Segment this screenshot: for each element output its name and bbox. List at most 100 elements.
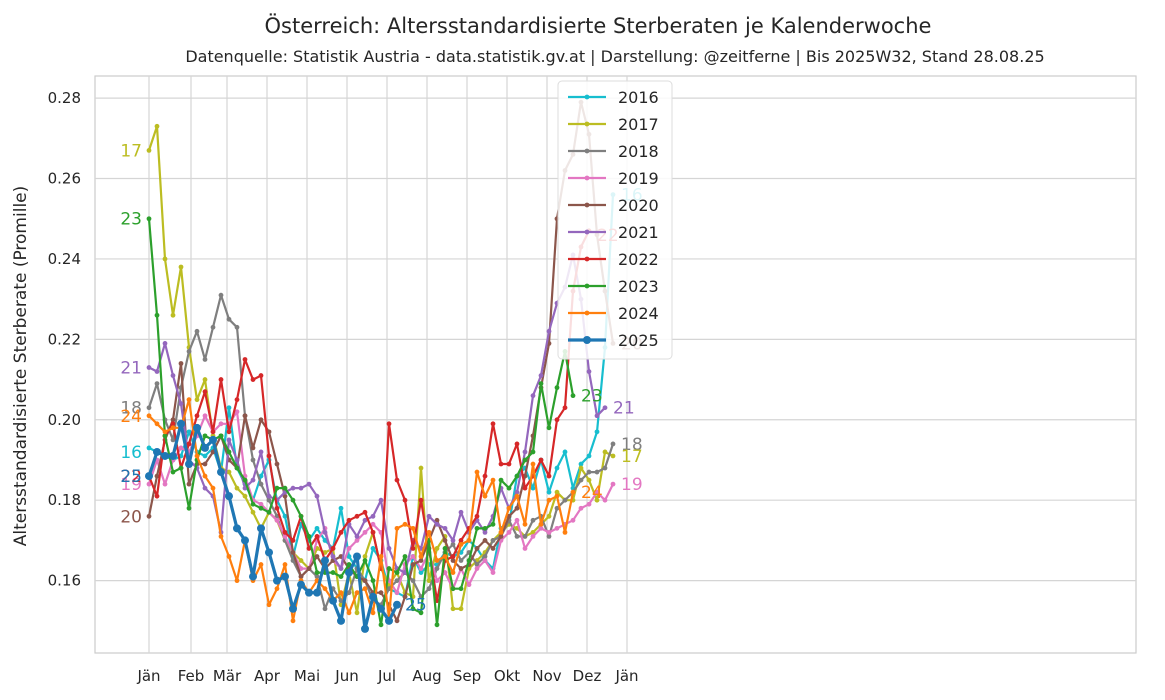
data-point xyxy=(281,573,289,581)
start-label-2025: 25 xyxy=(120,467,142,487)
data-point xyxy=(459,606,464,611)
data-point xyxy=(235,578,240,583)
data-point xyxy=(209,436,217,444)
x-tick-label: Mai xyxy=(294,667,320,685)
data-point xyxy=(219,377,224,382)
data-point xyxy=(163,341,168,346)
data-point xyxy=(259,373,264,378)
data-point xyxy=(555,417,560,422)
data-point xyxy=(395,526,400,531)
legend-label: 2021 xyxy=(618,223,659,242)
data-point xyxy=(283,562,288,567)
data-point xyxy=(379,554,384,559)
data-point xyxy=(411,546,416,551)
data-point xyxy=(195,413,200,418)
data-point xyxy=(571,518,576,523)
data-point xyxy=(155,421,160,426)
data-point xyxy=(307,534,312,539)
legend-marker xyxy=(585,95,590,100)
data-point xyxy=(531,486,536,491)
data-point xyxy=(435,558,440,563)
data-point xyxy=(291,550,296,555)
x-tick-label: Dez xyxy=(573,667,602,685)
data-point xyxy=(451,606,456,611)
data-point xyxy=(331,546,336,551)
end-label-19: 19 xyxy=(621,475,643,495)
legend-label: 2020 xyxy=(618,196,659,215)
data-point xyxy=(419,566,424,571)
data-point xyxy=(203,474,208,479)
legend-marker xyxy=(585,284,590,289)
data-point xyxy=(379,590,384,595)
data-point xyxy=(179,265,184,270)
data-point xyxy=(233,524,241,532)
data-point xyxy=(411,578,416,583)
data-point xyxy=(339,590,344,595)
data-point xyxy=(355,514,360,519)
data-point xyxy=(147,446,152,451)
data-point xyxy=(483,526,488,531)
data-point xyxy=(283,486,288,491)
data-point xyxy=(275,486,280,491)
data-point xyxy=(353,552,361,560)
end-label-24: 24 xyxy=(581,483,603,503)
data-point xyxy=(161,452,169,460)
y-tick-label: 0.28 xyxy=(48,89,81,107)
data-point xyxy=(475,546,480,551)
data-point xyxy=(219,421,224,426)
data-point xyxy=(387,421,392,426)
data-point xyxy=(315,534,320,539)
data-point xyxy=(499,478,504,483)
data-point xyxy=(443,538,448,543)
data-point xyxy=(379,622,384,627)
data-point xyxy=(563,450,568,455)
data-point xyxy=(547,498,552,503)
data-point xyxy=(307,482,312,487)
data-point xyxy=(435,578,440,583)
data-point xyxy=(539,458,544,463)
start-label-2016: 16 xyxy=(120,443,142,463)
data-point xyxy=(427,530,432,535)
data-point xyxy=(371,546,376,551)
data-point xyxy=(371,578,376,583)
data-point xyxy=(219,433,224,438)
data-point xyxy=(185,460,193,468)
data-point xyxy=(395,590,400,595)
data-point xyxy=(289,605,297,613)
data-point xyxy=(507,530,512,535)
data-point xyxy=(323,586,328,591)
data-point xyxy=(531,518,536,523)
legend-marker xyxy=(585,230,590,235)
start-label-2024: 24 xyxy=(120,407,142,427)
data-point xyxy=(259,450,264,455)
start-label-2023: 23 xyxy=(120,210,142,230)
data-point xyxy=(523,486,528,491)
data-point xyxy=(169,452,177,460)
data-point xyxy=(395,478,400,483)
x-tick-label: Feb xyxy=(178,667,205,685)
data-point xyxy=(435,566,440,571)
legend-marker xyxy=(585,203,590,208)
y-axis-label: Altersstandardisierte Sterberate (Promil… xyxy=(11,186,31,547)
data-point xyxy=(227,554,232,559)
data-point xyxy=(387,546,392,551)
data-point xyxy=(475,566,480,571)
data-point xyxy=(363,510,368,515)
data-point xyxy=(515,442,520,447)
data-point xyxy=(377,605,385,613)
data-point xyxy=(611,442,616,447)
legend-label: 2023 xyxy=(618,277,659,296)
data-point xyxy=(411,562,416,567)
data-point xyxy=(315,554,320,559)
data-point xyxy=(571,490,576,495)
data-point xyxy=(251,446,256,451)
data-point xyxy=(203,357,208,362)
data-point xyxy=(411,526,416,531)
data-point xyxy=(523,534,528,539)
data-point xyxy=(587,470,592,475)
legend-label: 2016 xyxy=(618,88,659,107)
data-point xyxy=(339,530,344,535)
data-point xyxy=(235,486,240,491)
data-point xyxy=(267,494,272,499)
